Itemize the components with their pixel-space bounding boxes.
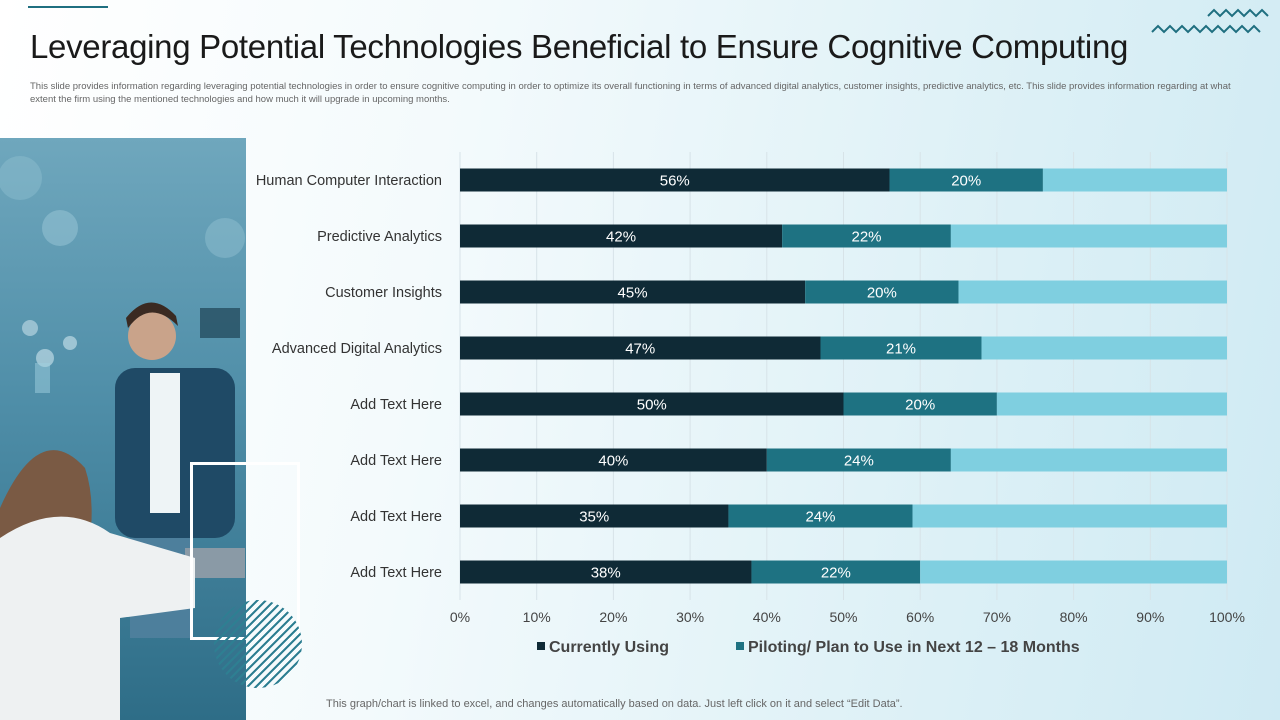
data-label-piloting: 24%	[805, 509, 835, 526]
x-tick-label: 80%	[1060, 609, 1088, 625]
bar-piloting[interactable]	[766, 448, 951, 472]
top-accent-line	[28, 0, 108, 8]
page-title: Leveraging Potential Technologies Benefi…	[30, 28, 1129, 65]
office-photo	[0, 138, 246, 720]
x-tick-label: 90%	[1136, 609, 1164, 625]
bar-currently-using[interactable]	[460, 448, 767, 472]
bar-remaining[interactable]	[920, 560, 1227, 584]
data-label-piloting: 20%	[951, 173, 981, 190]
bar-remaining[interactable]	[950, 224, 1227, 248]
footnote: This graph/chart is linked to excel, and…	[326, 698, 903, 710]
x-tick-label: 70%	[983, 609, 1011, 625]
bar-remaining[interactable]	[912, 504, 1227, 528]
bar-currently-using[interactable]	[460, 560, 752, 584]
legend-label: Piloting/ Plan to Use in Next 12 – 18 Mo…	[748, 639, 1080, 656]
bar-remaining[interactable]	[958, 280, 1227, 304]
legend-swatch	[736, 642, 744, 650]
data-label-piloting: 20%	[905, 397, 935, 414]
bar-piloting[interactable]	[805, 280, 959, 304]
page-subtitle: This slide provides information regardin…	[30, 81, 1231, 105]
bar-remaining[interactable]	[996, 392, 1227, 416]
bar-piloting[interactable]	[889, 168, 1043, 192]
x-tick-label: 60%	[906, 609, 934, 625]
category-label: Add Text Here	[350, 565, 442, 581]
data-label-currently-using: 47%	[625, 341, 655, 358]
bar-currently-using[interactable]	[460, 392, 844, 416]
x-tick-label: 50%	[829, 609, 857, 625]
category-label: Add Text Here	[350, 397, 442, 413]
data-label-currently-using: 50%	[637, 397, 667, 414]
bar-remaining[interactable]	[950, 448, 1227, 472]
legend-label: Currently Using	[549, 639, 669, 656]
bar-piloting[interactable]	[820, 336, 982, 360]
data-label-piloting: 24%	[844, 453, 874, 470]
x-tick-label: 30%	[676, 609, 704, 625]
bar-currently-using[interactable]	[460, 224, 783, 248]
data-label-currently-using: 35%	[579, 509, 609, 526]
data-label-piloting: 20%	[867, 285, 897, 302]
category-label: Predictive Analytics	[317, 229, 442, 245]
bar-piloting[interactable]	[728, 504, 913, 528]
bar-currently-using[interactable]	[460, 336, 821, 360]
data-label-currently-using: 56%	[660, 173, 690, 190]
category-label: Customer Insights	[325, 285, 442, 301]
bar-currently-using[interactable]	[460, 168, 890, 192]
bar-piloting[interactable]	[782, 224, 951, 248]
data-label-currently-using: 40%	[598, 453, 628, 470]
bar-piloting[interactable]	[843, 392, 997, 416]
category-label: Add Text Here	[350, 509, 442, 525]
category-label: Add Text Here	[350, 453, 442, 469]
x-tick-label: 20%	[599, 609, 627, 625]
bar-remaining[interactable]	[1042, 168, 1227, 192]
data-label-piloting: 22%	[851, 229, 881, 246]
zigzag-decoration-icon	[1151, 8, 1269, 34]
bar-currently-using[interactable]	[460, 280, 806, 304]
data-label-currently-using: 38%	[591, 565, 621, 582]
category-label: Advanced Digital Analytics	[272, 341, 442, 357]
legend-swatch	[537, 642, 545, 650]
x-tick-label: 40%	[753, 609, 781, 625]
bar-remaining[interactable]	[981, 336, 1227, 360]
category-label: Human Computer Interaction	[256, 173, 442, 189]
bar-piloting[interactable]	[751, 560, 921, 584]
data-label-currently-using: 45%	[618, 285, 648, 302]
data-label-piloting: 22%	[821, 565, 851, 582]
x-tick-label: 100%	[1209, 609, 1245, 625]
hatched-circle-decoration	[214, 600, 302, 688]
x-tick-label: 10%	[523, 609, 551, 625]
data-label-currently-using: 42%	[606, 229, 636, 246]
bar-currently-using[interactable]	[460, 504, 729, 528]
x-tick-label: 0%	[450, 609, 470, 625]
data-label-piloting: 21%	[886, 341, 916, 358]
